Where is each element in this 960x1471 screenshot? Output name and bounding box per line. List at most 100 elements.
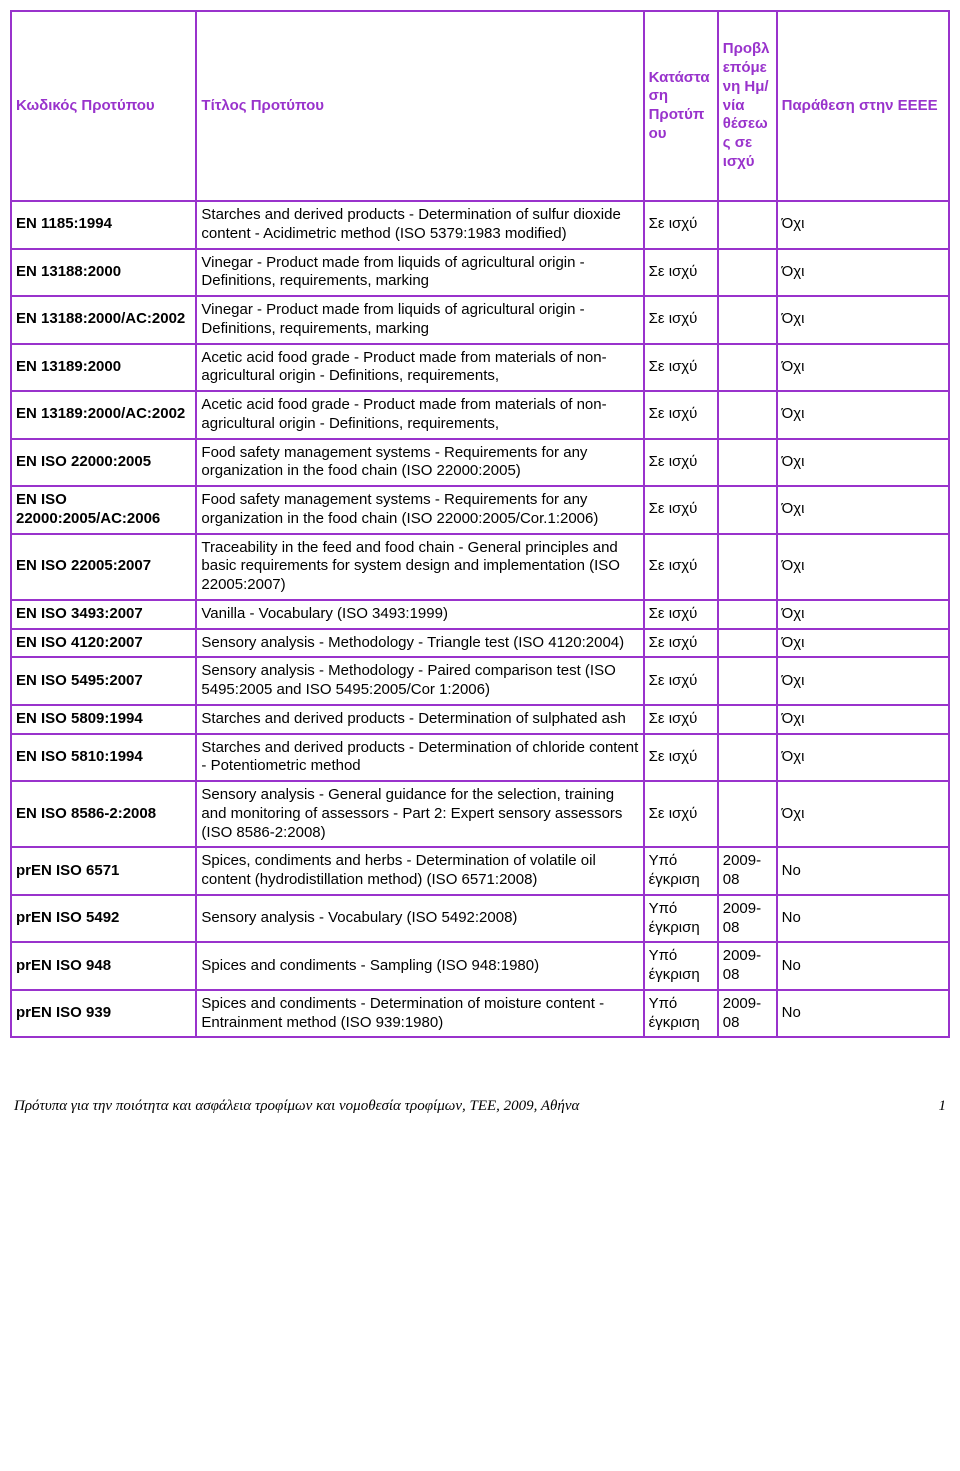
col-header-title: Τίτλος Προτύπου (196, 11, 643, 201)
cell-code: EN ISO 22000:2005 (11, 439, 196, 487)
table-row: EN ISO 5810:1994Starches and derived pro… (11, 734, 949, 782)
col-header-date: Προβλεπόμενη Ημ/νία θέσεως σε ισχύ (718, 11, 777, 201)
cell-title: Starches and derived products - Determin… (196, 705, 643, 734)
table-row: EN 1185:1994Starches and derived product… (11, 201, 949, 249)
cell-status: Σε ισχύ (644, 344, 718, 392)
cell-code: EN 13189:2000 (11, 344, 196, 392)
cell-date (718, 657, 777, 705)
cell-eeee: No (777, 990, 949, 1038)
cell-code: EN 13188:2000/AC:2002 (11, 296, 196, 344)
table-row: prEN ISO 6571Spices, condiments and herb… (11, 847, 949, 895)
cell-status: Σε ισχύ (644, 534, 718, 600)
table-row: EN ISO 8586-2:2008Sensory analysis - Gen… (11, 781, 949, 847)
cell-title: Spices and condiments - Sampling (ISO 94… (196, 942, 643, 990)
cell-eeee: Όχι (777, 734, 949, 782)
cell-title: Vanilla - Vocabulary (ISO 3493:1999) (196, 600, 643, 629)
cell-eeee: Όχι (777, 705, 949, 734)
cell-status: Σε ισχύ (644, 201, 718, 249)
footer-text: Πρότυπα για την ποιότητα και ασφάλεια τρ… (14, 1098, 579, 1115)
cell-title: Food safety management systems - Require… (196, 439, 643, 487)
cell-date (718, 296, 777, 344)
cell-eeee: Όχι (777, 249, 949, 297)
table-row: EN ISO 3493:2007Vanilla - Vocabulary (IS… (11, 600, 949, 629)
cell-title: Vinegar - Product made from liquids of a… (196, 296, 643, 344)
cell-code: EN 1185:1994 (11, 201, 196, 249)
col-header-code: Κωδικός Προτύπου (11, 11, 196, 201)
cell-status: Υπό έγκριση (644, 895, 718, 943)
table-row: EN ISO 22000:2005/AC:2006Food safety man… (11, 486, 949, 534)
cell-date (718, 600, 777, 629)
cell-title: Acetic acid food grade - Product made fr… (196, 344, 643, 392)
cell-eeee: No (777, 895, 949, 943)
cell-date: 2009-08 (718, 990, 777, 1038)
col-header-eeee: Παράθεση στην ΕΕΕΕ (777, 11, 949, 201)
cell-title: Spices and condiments - Determination of… (196, 990, 643, 1038)
table-row: EN 13188:2000Vinegar - Product made from… (11, 249, 949, 297)
cell-title: Traceability in the feed and food chain … (196, 534, 643, 600)
cell-eeee: Όχι (777, 344, 949, 392)
table-row: prEN ISO 939Spices and condiments - Dete… (11, 990, 949, 1038)
cell-date (718, 705, 777, 734)
cell-eeee: Όχι (777, 629, 949, 658)
cell-status: Υπό έγκριση (644, 847, 718, 895)
cell-date (718, 439, 777, 487)
cell-code: EN ISO 5809:1994 (11, 705, 196, 734)
cell-status: Σε ισχύ (644, 705, 718, 734)
cell-title: Sensory analysis - General guidance for … (196, 781, 643, 847)
cell-title: Acetic acid food grade - Product made fr… (196, 391, 643, 439)
cell-code: EN ISO 3493:2007 (11, 600, 196, 629)
cell-eeee: Όχι (777, 296, 949, 344)
cell-title: Food safety management systems - Require… (196, 486, 643, 534)
col-header-status: Κατάσταση Προτύπου (644, 11, 718, 201)
table-body: EN 1185:1994Starches and derived product… (11, 201, 949, 1037)
cell-code: EN ISO 4120:2007 (11, 629, 196, 658)
cell-status: Σε ισχύ (644, 439, 718, 487)
cell-status: Σε ισχύ (644, 249, 718, 297)
cell-status: Σε ισχύ (644, 600, 718, 629)
cell-date (718, 734, 777, 782)
cell-eeee: Όχι (777, 439, 949, 487)
cell-date: 2009-08 (718, 847, 777, 895)
cell-eeee: Όχι (777, 486, 949, 534)
cell-title: Starches and derived products - Determin… (196, 201, 643, 249)
table-header: Κωδικός Προτύπου Τίτλος Προτύπου Κατάστα… (11, 11, 949, 201)
cell-code: EN ISO 5495:2007 (11, 657, 196, 705)
cell-title: Vinegar - Product made from liquids of a… (196, 249, 643, 297)
cell-code: prEN ISO 948 (11, 942, 196, 990)
cell-date (718, 629, 777, 658)
table-row: prEN ISO 948Spices and condiments - Samp… (11, 942, 949, 990)
cell-code: EN ISO 22005:2007 (11, 534, 196, 600)
cell-code: EN ISO 22000:2005/AC:2006 (11, 486, 196, 534)
table-row: EN ISO 22000:2005Food safety management … (11, 439, 949, 487)
standards-table: Κωδικός Προτύπου Τίτλος Προτύπου Κατάστα… (10, 10, 950, 1038)
cell-date (718, 486, 777, 534)
cell-status: Σε ισχύ (644, 734, 718, 782)
cell-eeee: Όχι (777, 781, 949, 847)
table-row: EN 13189:2000/AC:2002Acetic acid food gr… (11, 391, 949, 439)
cell-date (718, 201, 777, 249)
cell-status: Σε ισχύ (644, 657, 718, 705)
cell-code: EN ISO 8586-2:2008 (11, 781, 196, 847)
table-row: EN ISO 4120:2007Sensory analysis - Metho… (11, 629, 949, 658)
cell-title: Sensory analysis - Methodology - Paired … (196, 657, 643, 705)
cell-date (718, 249, 777, 297)
cell-status: Σε ισχύ (644, 391, 718, 439)
table-row: EN 13188:2000/AC:2002Vinegar - Product m… (11, 296, 949, 344)
cell-eeee: Όχι (777, 600, 949, 629)
cell-title: Sensory analysis - Methodology - Triangl… (196, 629, 643, 658)
table-row: EN ISO 5809:1994Starches and derived pro… (11, 705, 949, 734)
cell-eeee: No (777, 942, 949, 990)
cell-date: 2009-08 (718, 942, 777, 990)
cell-eeee: No (777, 847, 949, 895)
cell-code: EN ISO 5810:1994 (11, 734, 196, 782)
cell-code: EN 13189:2000/AC:2002 (11, 391, 196, 439)
cell-date (718, 781, 777, 847)
cell-code: prEN ISO 5492 (11, 895, 196, 943)
cell-eeee: Όχι (777, 391, 949, 439)
page-footer: Πρότυπα για την ποιότητα και ασφάλεια τρ… (10, 1098, 950, 1115)
cell-date: 2009-08 (718, 895, 777, 943)
cell-status: Σε ισχύ (644, 629, 718, 658)
table-row: EN ISO 22005:2007Traceability in the fee… (11, 534, 949, 600)
table-row: EN ISO 5495:2007Sensory analysis - Metho… (11, 657, 949, 705)
cell-status: Σε ισχύ (644, 781, 718, 847)
